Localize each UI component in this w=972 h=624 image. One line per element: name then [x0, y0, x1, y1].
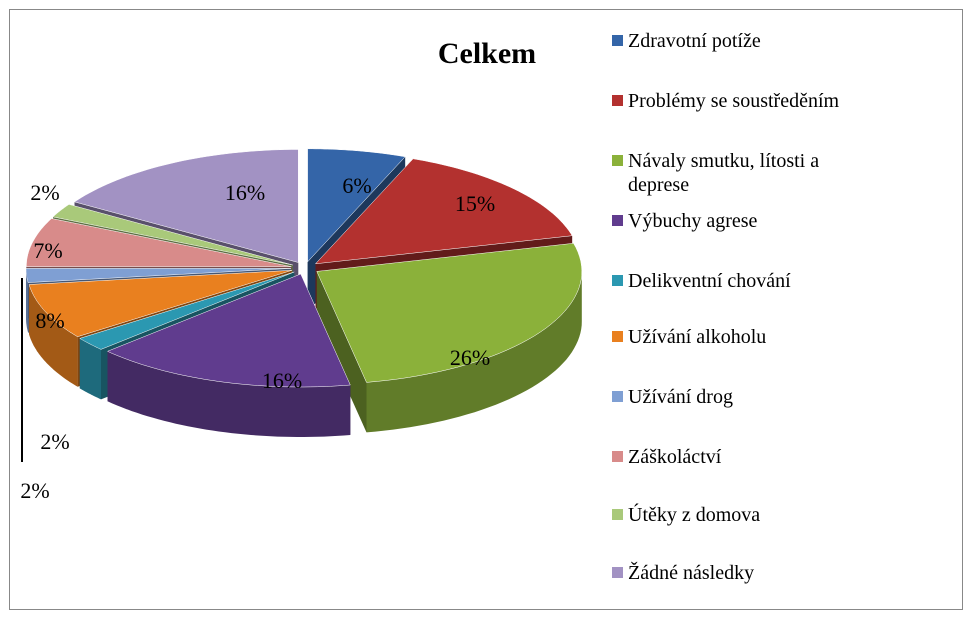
legend-swatch: [612, 451, 623, 462]
slice-wall: [107, 351, 351, 437]
slice: [314, 158, 573, 265]
legend-label: Zdravotní potíže: [628, 30, 761, 52]
legend-label: Návaly smutku, lítosti a deprese: [628, 150, 819, 196]
legend-label: Výbuchy agrese: [628, 210, 758, 232]
data-label: 2%: [40, 429, 69, 454]
legend-swatch: [612, 391, 623, 402]
slice-wall: [79, 338, 101, 400]
legend-label: Problémy se soustředěním: [628, 90, 840, 112]
data-label: 16%: [225, 180, 265, 205]
legend-swatch: [612, 215, 623, 226]
legend-swatch: [612, 155, 623, 166]
legend-label: Žádné následky: [628, 561, 754, 584]
legend-swatch: [612, 275, 623, 286]
slice-side: [316, 271, 367, 433]
slice-wall: [366, 271, 582, 433]
slice: [307, 148, 406, 263]
data-label: 16%: [262, 368, 302, 393]
legend-swatch: [612, 567, 623, 578]
slice: [316, 243, 583, 383]
legend-label: Záškoláctví: [628, 446, 722, 468]
data-label: 8%: [35, 308, 64, 333]
legend-swatch: [612, 331, 623, 342]
slice: [106, 273, 351, 388]
slice: [73, 149, 299, 263]
chart-title: Celkem: [438, 37, 536, 70]
data-label: 2%: [20, 478, 49, 503]
legend-label: Užívání alkoholu: [628, 326, 766, 348]
slice-wall: [29, 284, 78, 387]
legend-swatch: [612, 509, 623, 520]
legend-label: Útěky z domova: [628, 502, 760, 526]
data-label: 6%: [342, 173, 371, 198]
data-label: 2%: [30, 180, 59, 205]
legend-label: Delikventní chování: [628, 270, 791, 292]
legend-label: Užívání drog: [628, 386, 733, 408]
legend-swatch: [612, 35, 623, 46]
data-label: 15%: [455, 191, 495, 216]
data-label: 26%: [450, 345, 490, 370]
slice-wall: [26, 268, 29, 333]
slice: [79, 271, 295, 350]
slice: [26, 218, 292, 267]
slice: [28, 270, 293, 337]
legend-line: Návaly smutku, lítosti a: [628, 150, 819, 172]
slice: [25, 268, 292, 283]
slice: [52, 204, 293, 266]
data-label: 7%: [33, 238, 62, 263]
legend-swatch: [612, 95, 623, 106]
legend-line: deprese: [628, 174, 689, 196]
